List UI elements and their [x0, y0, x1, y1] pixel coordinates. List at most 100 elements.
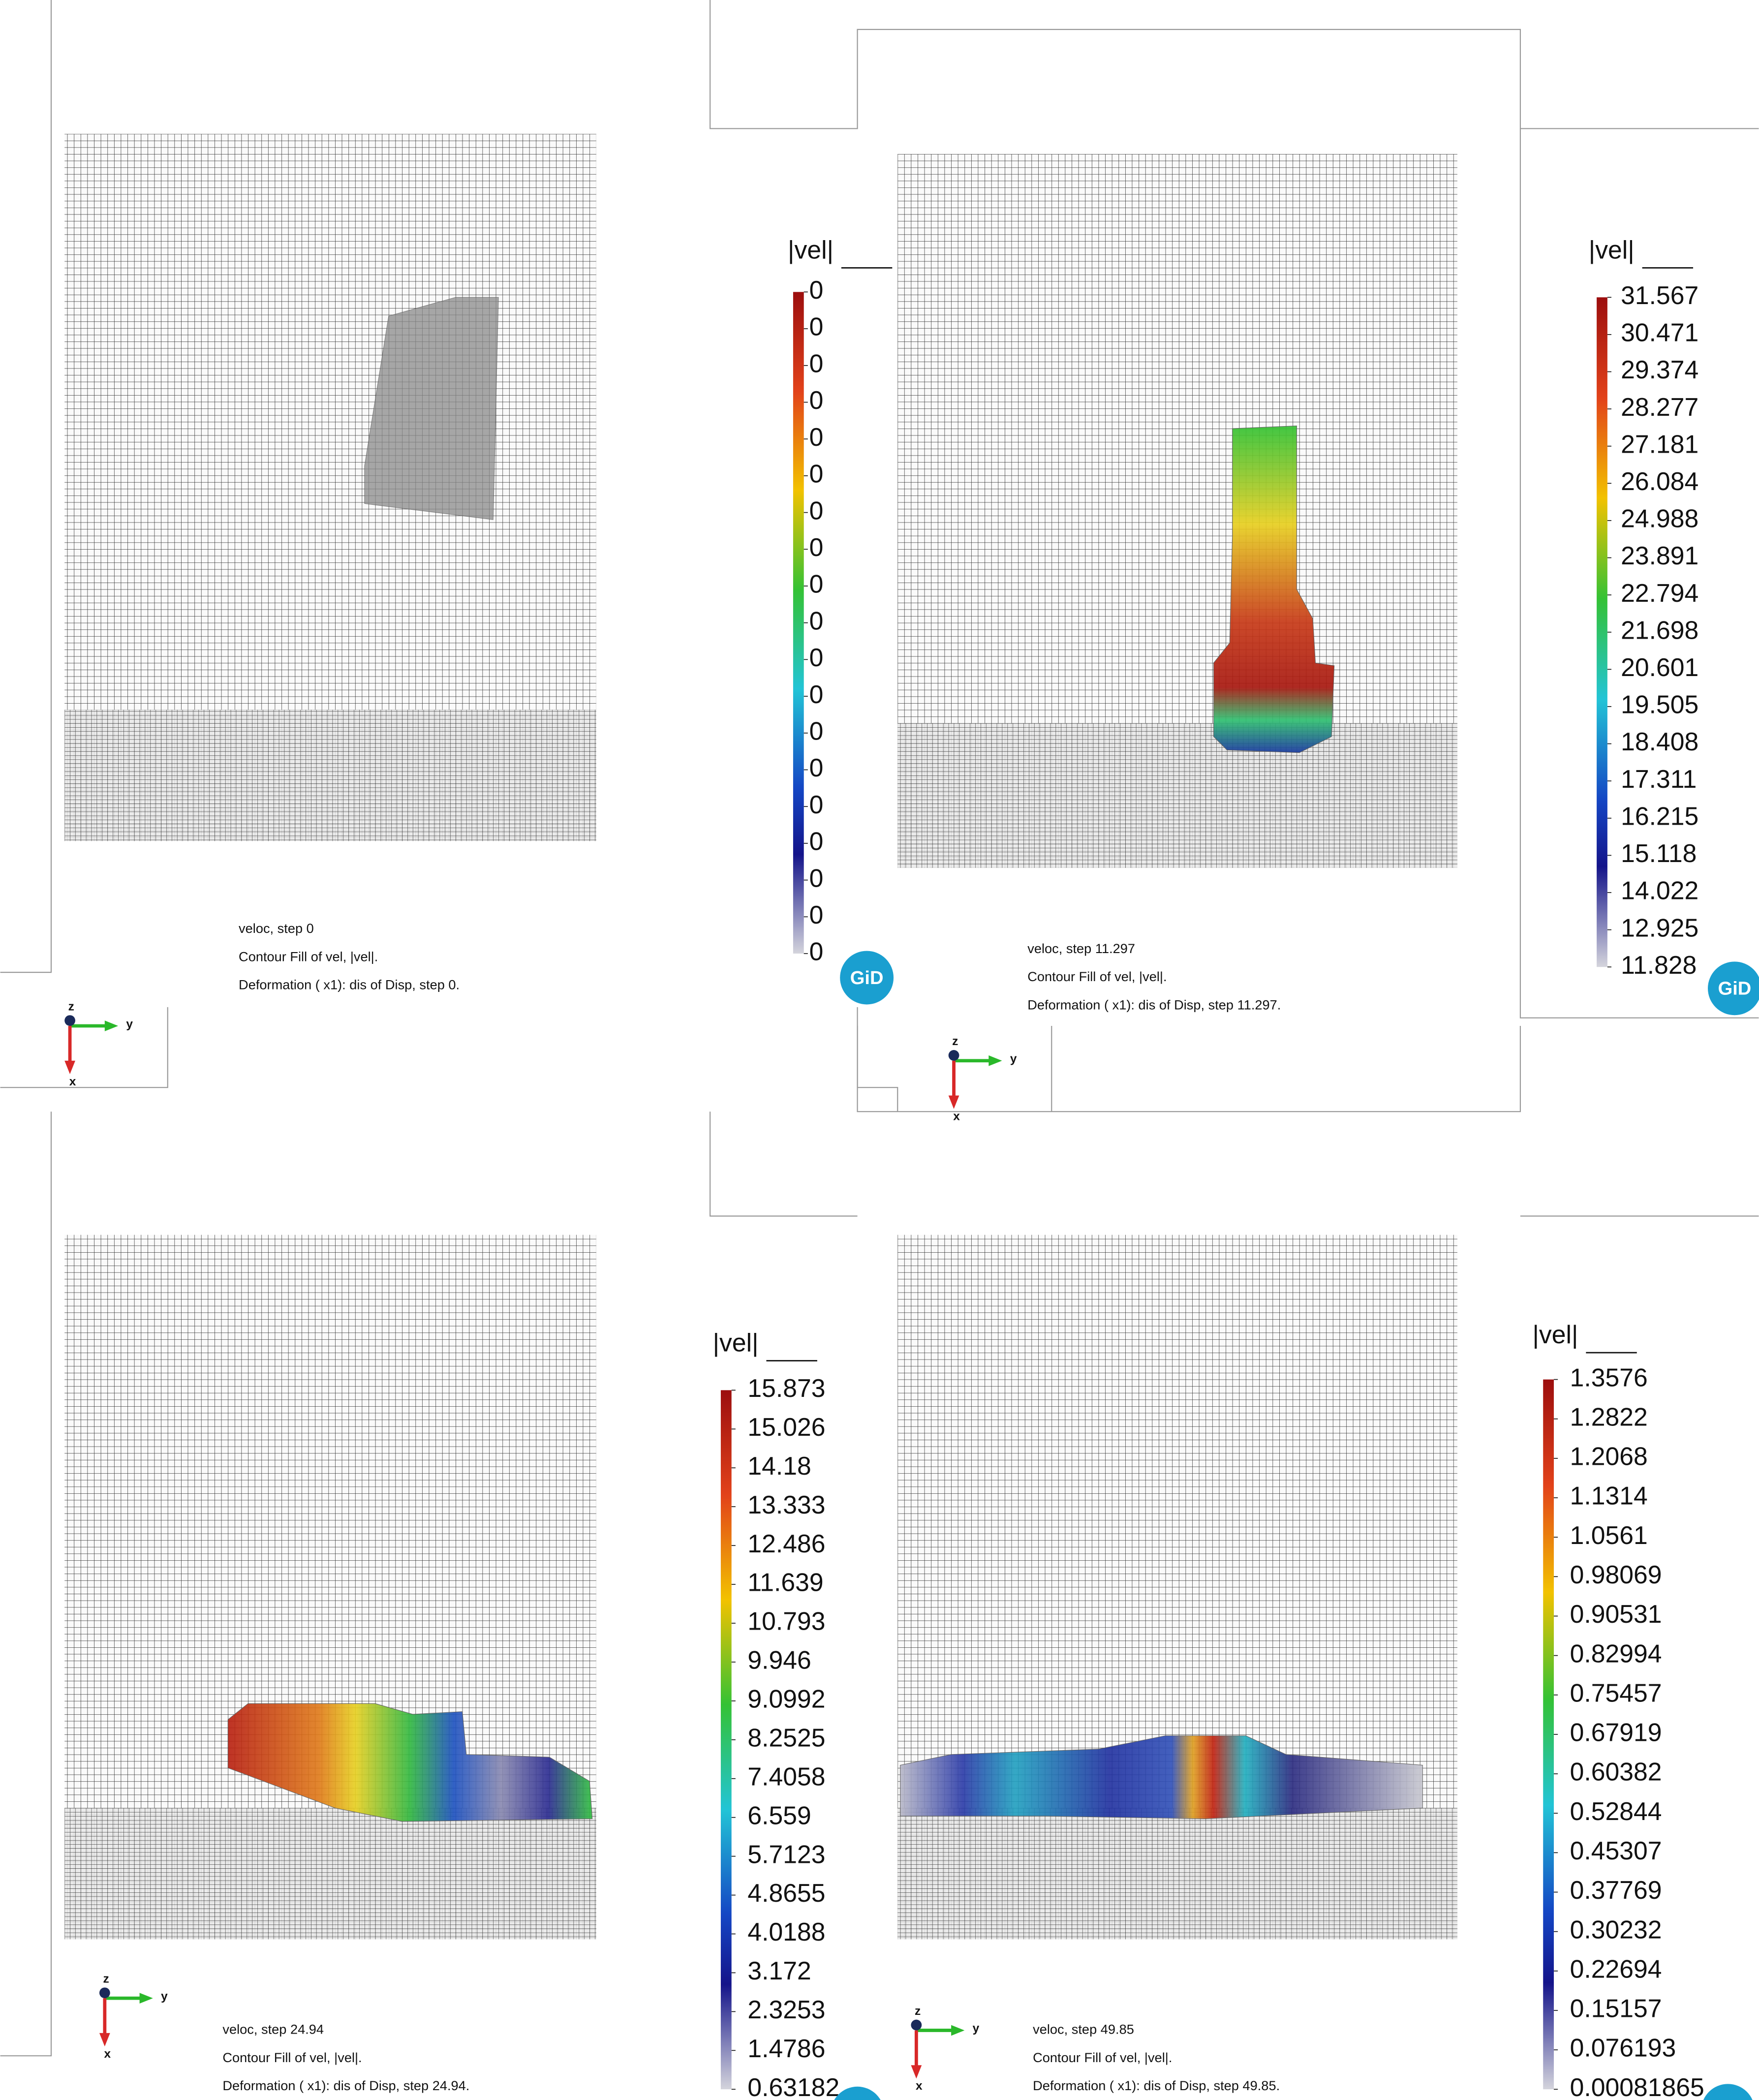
material-body — [900, 1735, 1423, 1819]
caption-line: veloc, step 49.85 — [1033, 2022, 1134, 2037]
legend-value: 0.60382 — [1570, 1758, 1662, 1786]
legend-value: 0.30232 — [1570, 1915, 1662, 1944]
legend-value: 31.567 — [1621, 281, 1698, 309]
color-scale — [793, 292, 804, 954]
caption-line: Deformation ( x1): dis of Disp, step 24.… — [222, 2078, 469, 2093]
legend-value: 0 — [809, 570, 824, 598]
legend-value: 19.505 — [1621, 690, 1698, 719]
legend-value: 1.2068 — [1570, 1442, 1648, 1471]
caption-line: veloc, step 24.94 — [222, 2022, 324, 2037]
legend-value: 0 — [809, 606, 824, 635]
legend-value: 0 — [809, 533, 824, 561]
legend-title: |vel| — [1532, 1320, 1578, 1349]
legend-value: 15.026 — [747, 1413, 825, 1441]
legend-value: 0.00081865 — [1570, 2073, 1704, 2100]
material-body — [1213, 426, 1335, 753]
legend-value: 0.90531 — [1570, 1600, 1662, 1628]
viewport-panel: |vel| 0 0 0 0 0 0 0 0 0 0 0 0 0 0 0 0 0 0 0 veloc, step 0 Con… — [64, 134, 894, 1088]
legend-value: 0 — [809, 386, 824, 414]
gid-logo: GiD — [1718, 979, 1752, 999]
legend-value: 14.022 — [1621, 876, 1698, 905]
axis-label-z: z — [103, 1972, 109, 1985]
legend-value: 0 — [809, 276, 824, 304]
ground-mesh — [897, 1808, 1458, 1940]
material-body — [227, 1703, 593, 1822]
axis-label-x: x — [104, 2047, 111, 2061]
legend-value: 0 — [809, 937, 824, 966]
caption-line: Contour Fill of vel, |vel|. — [239, 949, 378, 964]
legend-value: 6.559 — [747, 1801, 811, 1829]
legend-value: 8.2525 — [747, 1723, 825, 1752]
viewport-panel: |vel| 1.3576 1.2822 1.2068 1.1314 1.0561 0.980… — [897, 1235, 1753, 2100]
gid-logo-badge — [834, 2086, 881, 2100]
legend-value: 0 — [809, 716, 824, 745]
viewport-panel: |vel| 15.873 15.026 14.18 13.333 12.486 11.639… — [64, 1235, 881, 2100]
legend-value: 20.601 — [1621, 653, 1698, 681]
legend-value: 5.7123 — [747, 1840, 825, 1868]
legend-value: 0 — [809, 312, 824, 341]
caption-line: Deformation ( x1): dis of Disp, step 0. — [239, 977, 460, 992]
legend-value: 12.925 — [1621, 913, 1698, 942]
legend-value: 0.45307 — [1570, 1836, 1662, 1865]
legend-value: 2.3253 — [747, 1995, 825, 2024]
legend-value: 22.794 — [1621, 579, 1698, 607]
caption-line: Contour Fill of vel, |vel|. — [1027, 969, 1167, 984]
axis-z — [948, 1050, 959, 1061]
legend-value: 0.37769 — [1570, 1876, 1662, 1904]
legend-value: 28.277 — [1621, 393, 1698, 421]
legend-value: 27.181 — [1621, 430, 1698, 458]
axis-label-y: y — [126, 1018, 133, 1031]
legend-value: 0.75457 — [1570, 1678, 1662, 1707]
legend-value: 0 — [809, 349, 824, 377]
legend-value: 15.873 — [747, 1374, 825, 1402]
legend-value: 10.793 — [747, 1607, 825, 1636]
legend-value: 3.172 — [747, 1956, 811, 1985]
gid-logo-badge — [1708, 961, 1759, 1016]
legend-value: 0 — [809, 423, 824, 451]
axis-label-x: x — [916, 2079, 923, 2093]
axis-x-head — [64, 1060, 75, 1074]
legend-value: 9.0992 — [747, 1685, 825, 1713]
caption-line: veloc, step 11.297 — [1027, 941, 1135, 956]
legend-value: 0 — [809, 900, 824, 929]
legend-value: 7.4058 — [747, 1762, 825, 1791]
legend-value: 1.3576 — [1570, 1363, 1648, 1391]
axis-label-y: y — [161, 1990, 168, 2003]
axis-label-z: z — [952, 1035, 958, 1048]
ground-mesh — [64, 1808, 596, 1940]
legend-value: 0.52844 — [1570, 1797, 1662, 1825]
legend-value: 1.2822 — [1570, 1402, 1648, 1431]
legend-value: 17.311 — [1621, 765, 1697, 793]
legend-value: 0.67919 — [1570, 1718, 1662, 1747]
gid-logo: GiD — [850, 968, 884, 988]
legend-value: 29.374 — [1621, 355, 1698, 384]
axis-label-x: x — [953, 1110, 960, 1123]
caption-line: Deformation ( x1): dis of Disp, step 11.… — [1027, 997, 1281, 1012]
legend-value: 0 — [809, 827, 824, 856]
axis-label-y: y — [973, 2022, 980, 2035]
legend-value: 26.084 — [1621, 467, 1698, 495]
color-scale — [720, 1390, 732, 2090]
legend-title: |vel| — [1589, 235, 1635, 264]
axis-label-x: x — [69, 1075, 76, 1088]
legend-value: 9.946 — [747, 1646, 811, 1674]
caption-line: veloc, step 0 — [239, 921, 314, 936]
legend-value: 4.0188 — [747, 1917, 825, 1946]
legend-value: 18.408 — [1621, 727, 1698, 756]
legend-value: 14.18 — [747, 1451, 811, 1480]
axis-z — [64, 1015, 75, 1026]
legend-title: |vel| — [788, 235, 833, 264]
legend-value: 0.076193 — [1570, 2034, 1676, 2062]
legend-value: 0.82994 — [1570, 1639, 1662, 1668]
legend-value: 0 — [809, 643, 824, 672]
legend-value: 15.118 — [1621, 839, 1697, 867]
axis-x-head — [911, 2065, 922, 2079]
axis-y-head — [951, 2025, 965, 2036]
gid-logo-badge — [1703, 2084, 1753, 2100]
axis-x-head — [948, 1095, 959, 1109]
gid-logo-badge — [840, 951, 894, 1005]
caption-line: Contour Fill of vel, |vel|. — [222, 2050, 362, 2065]
axis-z — [99, 1987, 110, 1999]
viewport-panel: |vel| 31.567 30.471 29.374 28.277 27.181 26.08… — [897, 154, 1759, 1123]
